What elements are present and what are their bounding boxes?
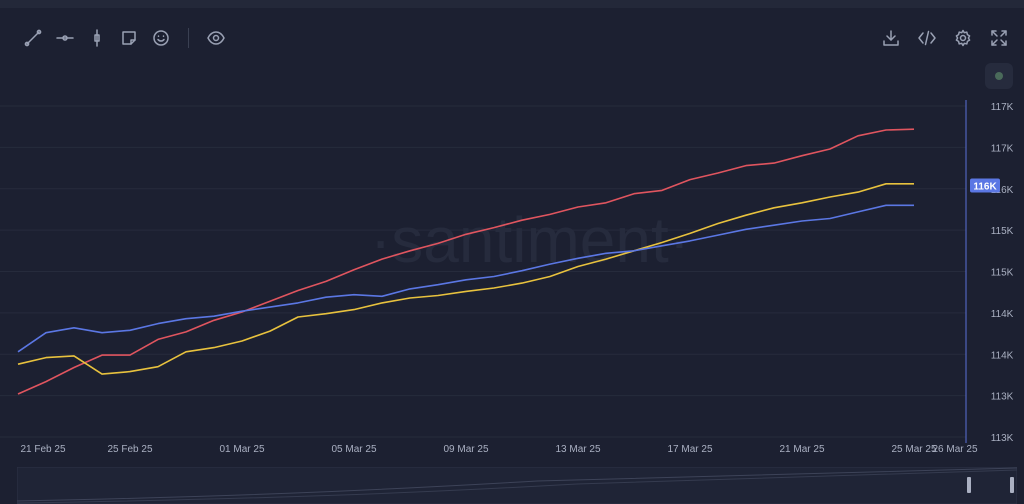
x-tick-label: 17 Mar 25: [667, 444, 712, 455]
y-axis: 117K 117K 116K 115K 115K 114K 114K 113K 113K 116K: [965, 100, 1014, 444]
vertical-line-icon[interactable]: [86, 27, 108, 49]
y-tick-label: 113K: [991, 392, 1014, 403]
y-tick-label: 117K: [991, 102, 1014, 113]
x-tick-label: 25 Feb 25: [107, 444, 152, 455]
live-status-indicator[interactable]: [985, 63, 1013, 89]
note-icon[interactable]: [118, 27, 140, 49]
y-tick-label: 117K: [991, 143, 1014, 154]
fullscreen-icon[interactable]: [988, 27, 1010, 49]
series-line-1: [17, 128, 915, 395]
status-dot: [995, 72, 1003, 80]
y-tick-label: 114K: [991, 309, 1014, 320]
chart-actions-toolbar: [880, 26, 1010, 50]
watermark: ·santiment·: [370, 204, 690, 276]
toolbar-divider: [188, 28, 189, 48]
x-axis: 21 Feb 25 25 Feb 25 01 Mar 25 05 Mar 25 09 M…: [20, 444, 977, 455]
series-line-3: [17, 204, 914, 353]
current-value-tag: [970, 178, 1000, 193]
visibility-icon[interactable]: [205, 27, 227, 49]
y-tick-label: 116K: [991, 185, 1014, 196]
navigator-right-handle[interactable]: [1010, 477, 1014, 493]
range-navigator[interactable]: [17, 467, 1017, 504]
horizontal-ray-icon[interactable]: [54, 27, 76, 49]
emoji-icon[interactable]: [150, 27, 172, 49]
drawing-toolbar: [22, 26, 227, 50]
navigator-left-handle[interactable]: [967, 477, 971, 493]
download-icon[interactable]: [880, 27, 902, 49]
y-tick-label: 115K: [991, 268, 1014, 279]
y-tick-label: 114K: [991, 350, 1014, 361]
x-tick-label: 26 Mar 25: [932, 444, 977, 455]
settings-icon[interactable]: [952, 27, 974, 49]
series-line-2: [17, 183, 914, 375]
x-tick-label: 05 Mar 25: [331, 444, 376, 455]
y-tick-label: 115K: [991, 226, 1014, 237]
top-band: [0, 0, 1024, 8]
x-tick-label: 09 Mar 25: [443, 444, 488, 455]
draw-line-icon[interactable]: [22, 27, 44, 49]
x-tick-label: 21 Feb 25: [20, 444, 65, 455]
embed-code-icon[interactable]: [916, 27, 938, 49]
x-tick-label: 25 Mar 25: [891, 444, 936, 455]
y-tick-label: 113K: [991, 433, 1014, 444]
x-tick-label: 13 Mar 25: [555, 444, 600, 455]
x-tick-label: 21 Mar 25: [779, 444, 824, 455]
x-tick-label: 01 Mar 25: [219, 444, 264, 455]
current-value-label: 116K: [973, 181, 997, 192]
series: [17, 128, 915, 395]
